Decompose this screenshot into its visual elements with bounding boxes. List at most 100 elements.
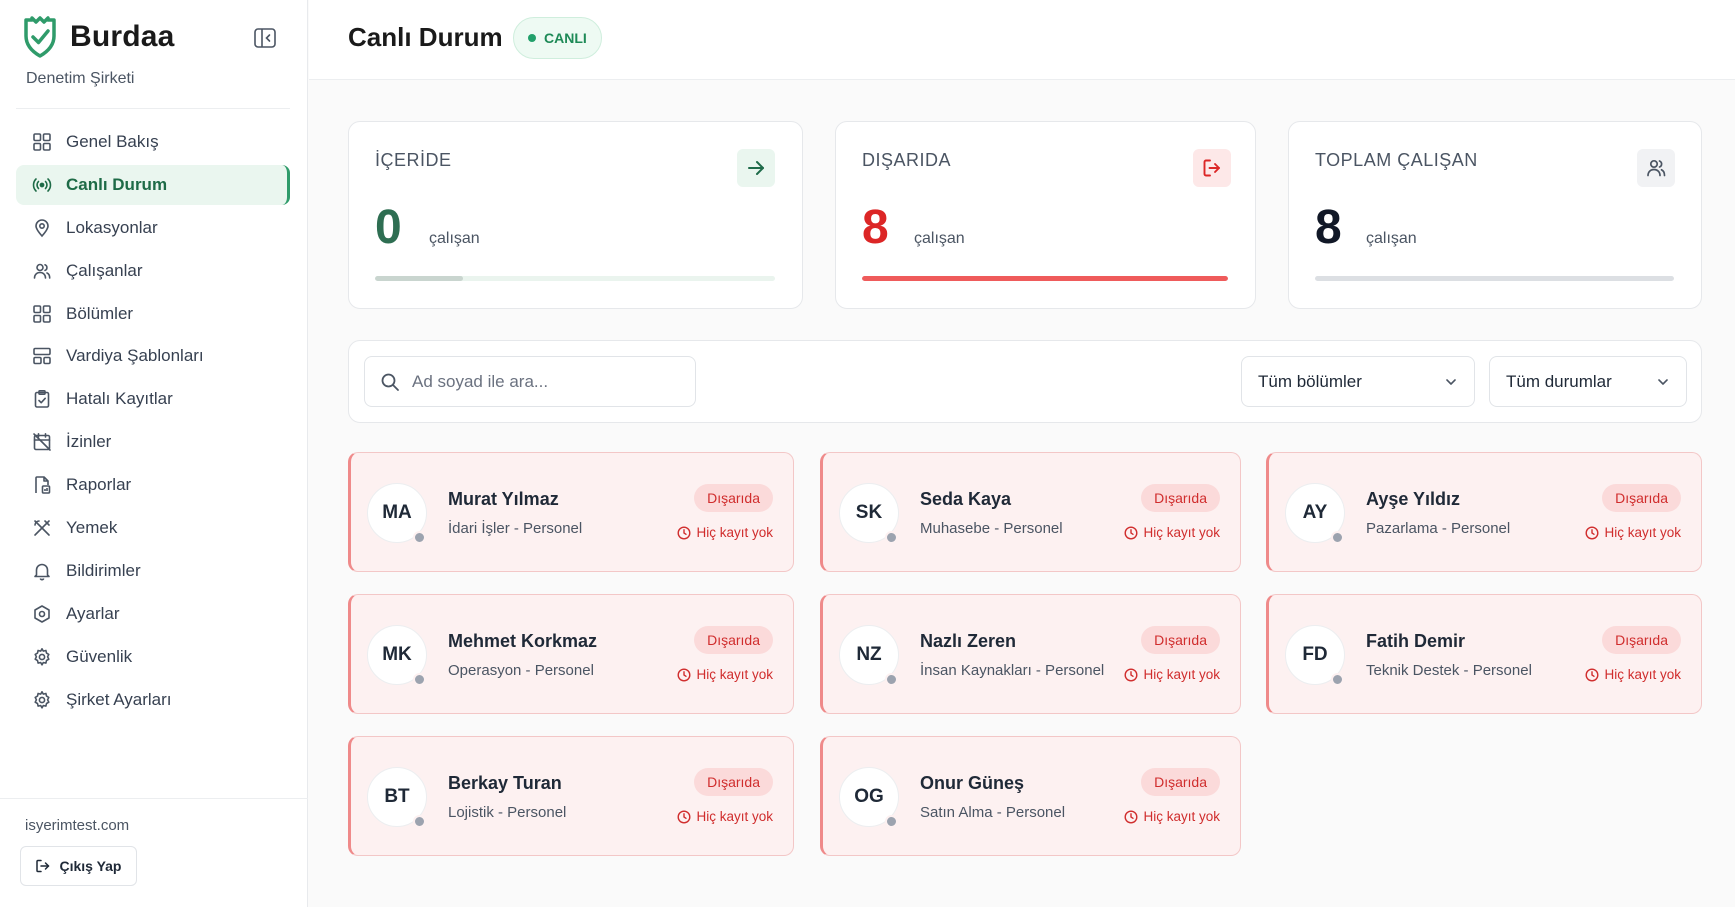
last-record-status: Hiç kayıt yok [1124,809,1220,824]
calendar-off-icon [32,432,52,452]
sidebar-item-bildirimler[interactable]: Bildirimler [16,551,290,591]
sidebar-item-calisanlar[interactable]: Çalışanlar [16,251,290,291]
stat-card-outside: DIŞARIDA 8 çalışan [835,121,1256,309]
clock-icon [1124,667,1138,682]
sidebar: Burdaa Denetim Şirketi Genel Bakış Canlı… [0,0,308,907]
arrow-right-icon [737,149,775,187]
sidebar-item-label: İzinler [66,432,112,452]
last-record-text: Hiç kayıt yok [1143,525,1220,540]
stat-progress-fill [375,276,463,281]
stat-value: 8 [862,201,889,254]
employee-card[interactable]: MK Mehmet Korkmaz Operasyon - Personel D… [348,594,794,714]
sidebar-item-guvenlik[interactable]: Güvenlik [16,637,290,677]
employee-name: Ayşe Yıldız [1366,489,1461,509]
company-name: Denetim Şirketi [26,70,135,87]
stat-unit: çalışan [1366,230,1417,247]
avatar: AY [1285,483,1345,543]
filter-bar: Tüm bölümler Tüm durumlar [348,340,1702,423]
search-box[interactable] [364,356,696,407]
users-icon [32,261,52,281]
stat-label: İÇERİDE [375,150,452,170]
status-select-value: Tüm durumlar [1506,371,1612,391]
search-input[interactable] [412,371,682,392]
employee-card[interactable]: SK Seda Kaya Muhasebe - Personel Dışarıd… [820,452,1241,572]
employee-card[interactable]: AY Ayşe Yıldız Pazarlama - Personel Dışa… [1266,452,1702,572]
last-record-status: Hiç kayıt yok [677,525,773,540]
clock-icon [1124,525,1138,540]
last-record-status: Hiç kayıt yok [1124,667,1220,682]
search-icon [381,373,399,391]
stat-progress-bar [375,276,775,281]
sidebar-item-label: Raporlar [66,475,132,495]
employee-name: Fatih Demir [1366,631,1466,651]
sidebar-collapse-button[interactable] [252,26,278,50]
clock-icon [677,525,691,540]
last-record-status: Hiç kayıt yok [677,667,773,682]
employee-card[interactable]: BT Berkay Turan Lojistik - Personel Dışa… [348,736,794,856]
avatar: SK [839,483,899,543]
sidebar-item-label: Şirket Ayarları [66,689,172,709]
utensils-icon [32,518,52,538]
employee-department: İdari İşler - Personel [448,520,583,537]
chevron-down-icon [1446,378,1456,385]
brand[interactable]: Burdaa [22,16,175,58]
clock-icon [1124,809,1138,824]
sidebar-item-izinler[interactable]: İzinler [16,422,290,462]
live-dot-icon [528,34,536,42]
avatar: MA [367,483,427,543]
presence-dot [413,531,426,544]
employee-department: Operasyon - Personel [448,662,594,679]
live-badge-label: CANLI [544,30,587,46]
presence-dot [1331,531,1344,544]
employee-name: Onur Güneş [920,773,1025,793]
status-badge: Dışarıda [1602,484,1681,512]
grid-icon [32,304,52,324]
sidebar-item-raporlar[interactable]: Raporlar [16,465,290,505]
last-record-status: Hiç kayıt yok [1124,525,1220,540]
sidebar-item-ayarlar[interactable]: Ayarlar [16,594,290,634]
sidebar-item-canli-durum[interactable]: Canlı Durum [16,164,290,205]
employee-card[interactable]: OG Onur Güneş Satın Alma - Personel Dışa… [820,736,1241,856]
sidebar-item-vardiya-sablonlari[interactable]: Vardiya Şablonları [16,336,290,376]
map-pin-icon [32,218,52,238]
last-record-text: Hiç kayıt yok [696,525,773,540]
users-icon [1637,149,1675,187]
department-select[interactable]: Tüm bölümler [1241,356,1475,407]
page-header: Canlı Durum CANLI [309,0,1735,80]
employee-department: Pazarlama - Personel [1366,520,1511,537]
settings-hex-icon [32,604,52,624]
last-record-text: Hiç kayıt yok [1604,525,1681,540]
employee-card[interactable]: NZ Nazlı Zeren İnsan Kaynakları - Person… [820,594,1241,714]
presence-dot [413,815,426,828]
employee-department: Lojistik - Personel [448,804,567,821]
stat-progress-fill [1315,276,1674,281]
sidebar-item-label: Lokasyonlar [66,217,158,237]
layout-icon [32,346,52,366]
stat-value: 8 [1315,201,1342,254]
employee-name: Nazlı Zeren [920,631,1017,651]
sidebar-item-genel-bakis[interactable]: Genel Bakış [16,122,290,162]
sidebar-item-yemek[interactable]: Yemek [16,508,290,548]
sidebar-item-label: Genel Bakış [66,132,159,151]
stat-progress-fill [862,276,1228,281]
sidebar-item-lokasyonlar[interactable]: Lokasyonlar [16,208,290,248]
presence-dot [885,531,898,544]
status-select[interactable]: Tüm durumlar [1489,356,1687,407]
sidebar-item-sirket-ayarlari[interactable]: Şirket Ayarları [16,680,290,720]
divider [0,798,308,799]
status-badge: Dışarıda [694,484,773,512]
department-select-value: Tüm bölümler [1258,371,1362,391]
employee-card[interactable]: FD Fatih Demir Teknik Destek - Personel … [1266,594,1702,714]
sidebar-item-bolumler[interactable]: Bölümler [16,294,290,334]
employee-card[interactable]: MA Murat Yılmaz İdari İşler - Personel D… [348,452,794,572]
stat-unit: çalışan [429,230,480,247]
status-badge: Dışarıda [694,626,773,654]
sidebar-item-hatali-kayitlar[interactable]: Hatalı Kayıtlar [16,379,290,419]
employee-department: Muhasebe - Personel [920,520,1063,537]
site-domain: isyerimtest.com [25,817,130,834]
logout-button[interactable]: Çıkış Yap [20,846,137,886]
last-record-text: Hiç kayıt yok [696,667,773,682]
presence-dot [885,815,898,828]
clock-icon [677,809,691,824]
gear-icon [32,647,52,667]
